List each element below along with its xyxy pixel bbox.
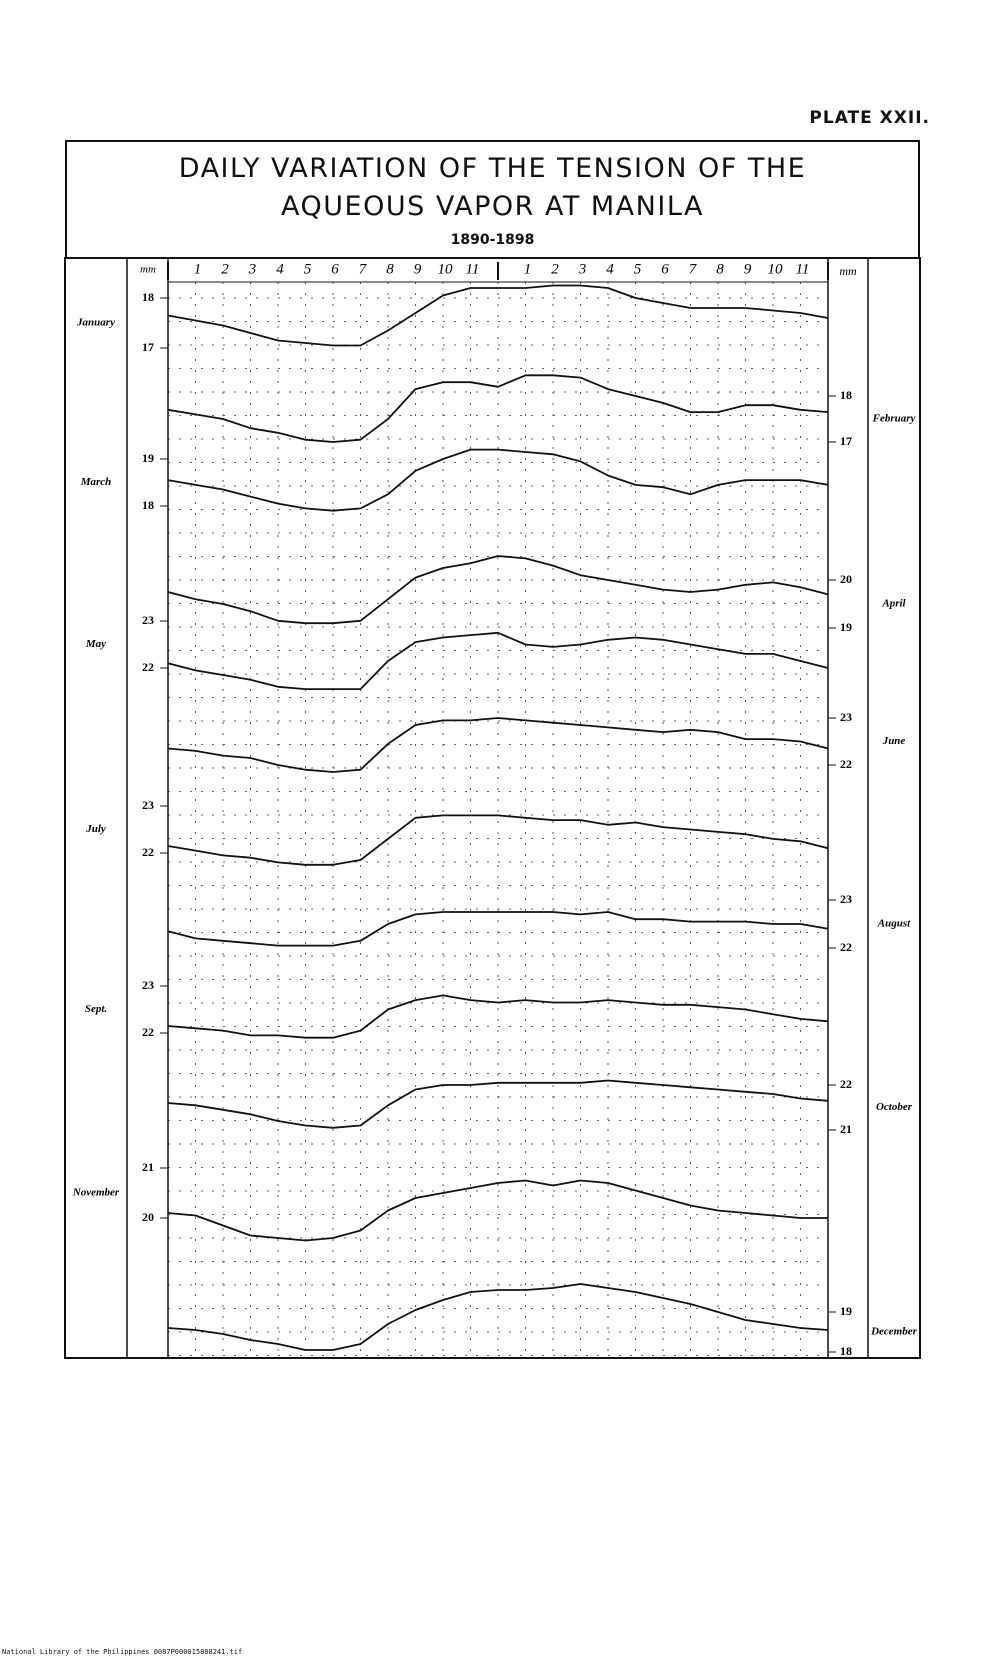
series-label: February [872,413,916,425]
y-tick-label: 19 [840,620,852,634]
y-tick-label: 23 [142,978,154,992]
chart-title: DAILY VARIATION OF THE TENSION OF THE AQ… [178,153,807,222]
y-tick-label: 18 [142,498,154,512]
x-tick-label: 3 [578,261,587,277]
series-line [167,717,829,773]
series-label: October [876,1101,913,1113]
y-tick-label: 22 [142,845,154,859]
x-tick-label: 5 [304,261,312,277]
x-tick-label: 6 [331,261,339,277]
x-tick-label: 1 [524,261,532,277]
x-tick-label: 11 [796,261,810,277]
frame [64,257,921,1359]
x-tick-label: 11 [466,261,480,277]
y-tick-label: 23 [142,798,154,812]
y-tick-label: 23 [840,710,852,724]
x-tick-label: 7 [359,261,368,277]
unit-label: mm [839,264,857,278]
y-tick-label: 21 [142,1160,154,1174]
footer: National Library of the Philippines 0087… [2,1648,243,1656]
unit-label: mm [140,264,156,276]
series-label: January [76,317,115,329]
y-tick-label: 20 [142,1210,154,1224]
series-label: December [870,1326,918,1338]
series-label: July [85,823,106,835]
y-tick-label: 18 [142,290,154,304]
y-tick-label: 22 [840,757,852,771]
y-tick-label: 18 [840,1344,852,1358]
y-tick-label: 22 [142,1025,154,1039]
series-label: April [881,598,906,610]
series-line [167,555,829,625]
y-tick-label: 23 [840,892,852,906]
series-label: March [80,476,112,488]
series-line [167,631,829,690]
x-tick-label: 4 [276,261,284,277]
x-tick-label: 6 [661,261,669,277]
y-tick-label: 22 [142,660,154,674]
plate-label: PLATE XXII. [809,108,930,128]
x-tick-label: 3 [248,261,257,277]
y-tick-label: 17 [840,434,852,448]
series-line [167,814,829,866]
series-line [167,1179,828,1242]
chart-subtitle: 1890-1898 [450,232,535,248]
x-tick-label: 4 [606,261,614,277]
series-label: November [72,1187,120,1199]
y-tick-label: 22 [840,1077,852,1091]
series-label: Sept. [85,1003,107,1015]
y-tick-label: 20 [840,572,852,586]
x-tick-label: 5 [634,261,642,277]
series-line [167,448,829,512]
y-tick-label: 23 [142,613,154,627]
series-label: May [85,638,106,650]
y-tick-label: 19 [142,451,154,465]
y-tick-label: 22 [840,940,852,954]
x-tick-label: 9 [414,261,422,277]
series-line [167,911,829,947]
series-line [167,284,829,347]
x-tick-label: 10 [438,261,454,277]
x-tick-label: 1 [194,261,202,277]
x-tick-label: 8 [716,261,724,277]
x-tick-label: 2 [221,261,229,277]
x-tick-label: 7 [689,261,698,277]
y-tick-label: 21 [840,1122,852,1136]
y-tick-label: 17 [142,340,154,354]
x-tick-label: 9 [744,261,752,277]
y-tick-label: 18 [840,388,852,402]
series-label: August [877,918,911,930]
series-line [167,994,829,1039]
series-line [167,1283,829,1351]
y-tick-label: 19 [840,1304,852,1318]
x-tick-label: 2 [551,261,559,277]
x-tick-label: 10 [768,261,784,277]
x-tick-label: 8 [386,261,394,277]
series-line [167,374,829,443]
title-box: DAILY VARIATION OF THE TENSION OF THE AQ… [65,140,920,258]
series-label: June [882,735,906,747]
series-line [167,1079,829,1129]
